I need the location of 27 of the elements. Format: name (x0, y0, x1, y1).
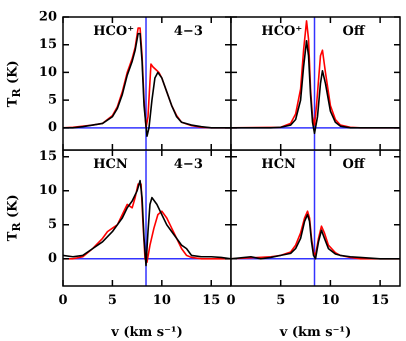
annotation: HCN (261, 156, 296, 172)
y-tick-label: 10 (38, 64, 57, 80)
x-tick-label: 5 (276, 292, 286, 308)
annotation: 4−3 (174, 24, 203, 39)
annotation: HCN (93, 156, 128, 172)
annotation: Off (342, 156, 366, 172)
x-tick-label: 0 (226, 292, 236, 308)
y-tick-label: 15 (38, 149, 57, 164)
x-tick-label: 0 (58, 292, 68, 308)
x-tick-label: 5 (108, 292, 117, 308)
y-tick-label: 5 (48, 92, 57, 108)
annotation: HCO⁺ (93, 24, 134, 39)
x-axis-title: v (km s⁻¹) (278, 324, 352, 340)
y-tick-label: 15 (38, 37, 57, 52)
annotation: Off (342, 24, 366, 39)
x-tick-label: 15 (202, 292, 220, 308)
annotation: HCO⁺ (261, 24, 302, 39)
x-tick-label: 15 (371, 292, 390, 308)
y-tick-label: 0 (48, 251, 57, 266)
x-tick-label: 10 (152, 292, 171, 308)
y-tick-label: 10 (38, 183, 57, 198)
y-tick-label: 5 (48, 217, 57, 232)
x-tick-label: 10 (321, 292, 340, 308)
y-tick-label: 0 (48, 120, 57, 136)
y-tick-label: 20 (38, 9, 57, 24)
x-axis-title: v (km s⁻¹) (110, 324, 183, 340)
annotation: 4−3 (174, 156, 203, 172)
